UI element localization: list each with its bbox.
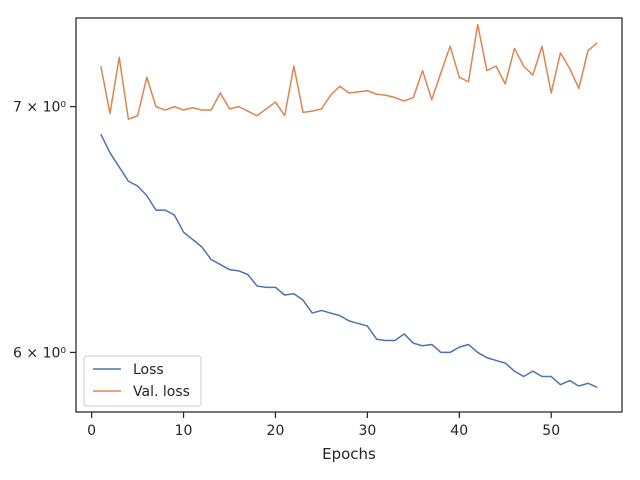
legend-entry: Loss — [133, 362, 164, 378]
x-axis-label: Epochs — [322, 445, 376, 463]
y-tick-label: 6 × 10⁰ — [13, 345, 66, 361]
x-tick-label: 20 — [267, 423, 285, 439]
plot-area — [76, 18, 622, 412]
axes-border — [75, 17, 623, 413]
axes-frame — [75, 17, 623, 413]
legend-entry: Val. loss — [133, 384, 190, 400]
x-tick-label: 30 — [358, 423, 376, 439]
x-tick-label: 50 — [542, 423, 560, 439]
x-axis: 0 10 20 30 40 50 — [87, 412, 560, 439]
x-tick-label: 10 — [175, 423, 193, 439]
x-tick-label: 40 — [450, 423, 468, 439]
series-line-loss — [100, 133, 598, 389]
series-layer — [100, 23, 598, 389]
y-tick-label: 7 × 10⁰ — [13, 100, 66, 116]
plot-background — [76, 18, 622, 412]
series-line-val-loss — [100, 23, 598, 120]
y-axis: 6 × 10⁰ 7 × 10⁰ — [13, 100, 76, 361]
x-tick-label: 0 — [87, 423, 96, 439]
legend: Loss Val. loss — [83, 355, 202, 407]
